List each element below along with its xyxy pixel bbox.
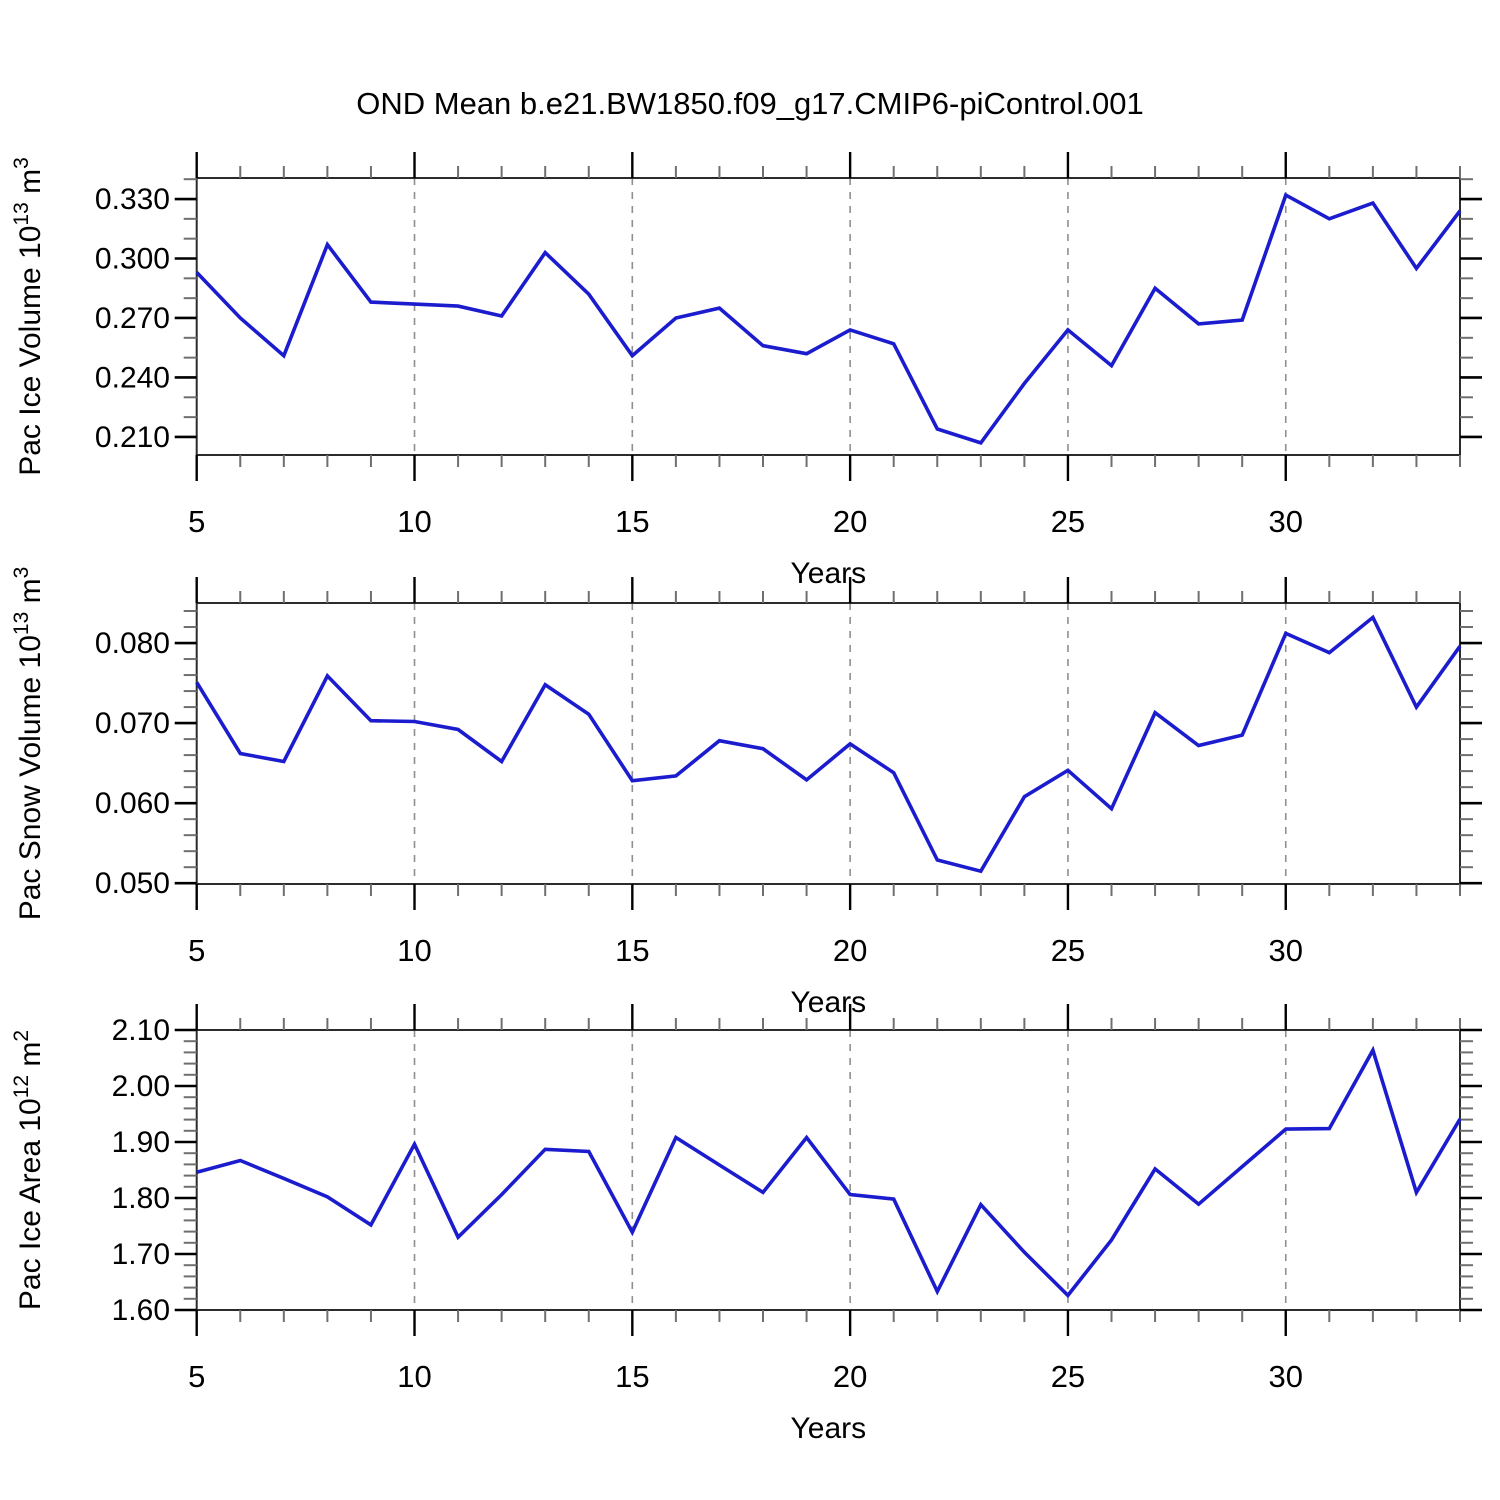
chart-pac-ice-volume: 0.210 0.240 0.270 0.300 0.330 5 10 15 20 25 30 Year… [10,152,1482,590]
x-axis-title: Years [791,1412,867,1445]
x-tick-label: 25 [1051,933,1085,968]
y-tick-label: 2.00 [112,1070,170,1103]
y-ticks [174,610,1482,885]
y-tick-label: 1.90 [112,1126,170,1159]
x-tick-label: 10 [397,933,431,968]
x-tick-label: 15 [615,933,649,968]
y-tick-label: 2.10 [112,1014,170,1047]
y-tick-label: 0.240 [95,361,170,394]
x-ticks [195,1004,1461,1336]
x-tick-label: 30 [1269,933,1303,968]
x-tick-label: 25 [1051,1359,1085,1394]
x-tick-label: 10 [397,1359,431,1394]
x-tick-label: 5 [188,933,205,968]
x-tick-label: 20 [833,1359,867,1394]
y-ticks [174,1028,1482,1312]
plot-border [195,602,1462,885]
y-tick-label: 1.80 [112,1182,170,1215]
x-tick-label: 15 [615,504,649,539]
y-axis-title: Pac Ice Area 1012 m2 [10,1030,47,1310]
data-line-pac-ice-volume [195,192,1462,446]
data-line-pac-ice-area [196,1045,1462,1299]
x-tick-label: 30 [1269,504,1303,539]
x-axis-title: Years [791,557,867,590]
x-tick-label: 15 [615,1359,649,1394]
y-tick-label: 0.210 [95,421,170,454]
y-tick-label: 0.070 [95,707,170,740]
y-axis-title: Pac Snow Volume 1013 m3 [10,567,47,921]
y-tick-label: 1.60 [112,1294,170,1327]
plot-border [195,1029,1462,1311]
y-tick-label: 0.080 [95,627,170,660]
y-axis-title: Pac Ice Volume 1013 m3 [10,157,47,476]
y-tick-label: 0.300 [95,243,170,276]
plot-border [195,177,1462,456]
figure-title: OND Mean b.e21.BW1850.f09_g17.CMIP6-piCo… [356,86,1144,121]
y-tick-label: 0.050 [95,867,170,900]
x-tick-label: 25 [1051,504,1085,539]
y-tick-label: 0.270 [95,302,170,335]
gridlines [413,1030,1287,1310]
y-tick-label: 0.060 [95,787,170,820]
x-ticks [195,152,1461,481]
chart-pac-snow-volume: 0.050 0.060 0.070 0.080 5 10 15 20 25 30 Years Pac … [10,567,1482,1019]
x-tick-label: 10 [397,504,431,539]
x-ticks [195,577,1461,910]
x-tick-label: 20 [833,504,867,539]
x-tick-label: 5 [188,504,205,539]
x-axis-title: Years [791,986,867,1019]
y-tick-label: 0.330 [95,183,170,216]
chart-pac-ice-area: 1.60 1.70 1.80 1.90 2.00 2.10 5 10 15 20 25 30 Years… [10,1004,1482,1445]
data-line-pac-snow-volume [195,614,1462,874]
x-tick-label: 20 [833,933,867,968]
y-ticks [174,178,1482,439]
x-tick-label: 30 [1269,1359,1303,1394]
gridlines [413,178,1287,455]
x-tick-label: 5 [188,1359,205,1394]
y-tick-label: 1.70 [112,1238,170,1271]
